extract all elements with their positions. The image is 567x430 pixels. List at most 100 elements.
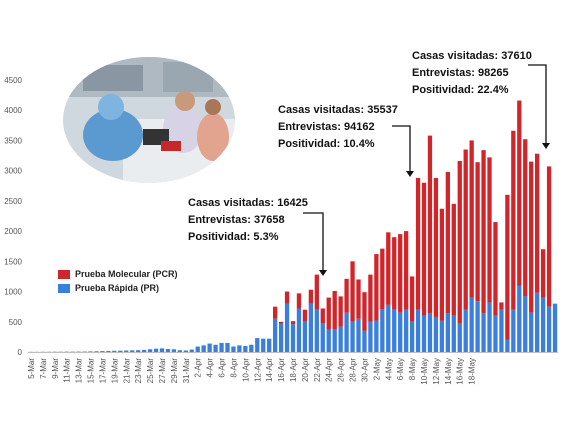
bar-pcr	[487, 157, 492, 303]
y-tick-label: 2500	[4, 197, 22, 206]
annotation-2: Casas visitadas: 35537 Entrevistas: 9416…	[278, 102, 398, 153]
bar-pcr	[451, 203, 456, 316]
bar-pcr	[546, 166, 552, 307]
bar-pcr	[332, 290, 337, 330]
bar-pr	[284, 303, 290, 352]
callout-line-1	[303, 212, 324, 272]
x-tick-label: 20-Apr	[301, 358, 310, 382]
bar-pr	[409, 321, 415, 352]
bar-pr	[552, 303, 558, 352]
bar-pr	[255, 338, 260, 352]
callout-arrow-3	[542, 143, 550, 149]
x-tick-label: 23-Mar	[134, 358, 143, 384]
bar-pr	[374, 320, 379, 352]
y-tick-label: 3500	[4, 136, 22, 145]
bar-pr	[124, 350, 129, 352]
annotation-2-casas: Casas visitadas: 35537	[278, 104, 398, 116]
y-tick-label: 2000	[4, 227, 22, 236]
bar-pr	[481, 313, 486, 352]
bar-pr	[296, 308, 302, 352]
bar-pr	[231, 346, 236, 352]
bar-pr	[94, 351, 99, 352]
bar-pr	[517, 285, 522, 352]
legend-swatch-pcr	[58, 269, 70, 279]
callout-line-3	[528, 64, 547, 145]
x-tick-label: 16-Apr	[277, 358, 286, 382]
legend-swatch-pr	[58, 283, 70, 293]
x-tick-label: 6-May	[396, 358, 405, 380]
x-tick-label: 26-Apr	[337, 358, 346, 382]
x-tick-label: 27-Mar	[158, 358, 167, 384]
bar-pr	[493, 315, 498, 352]
x-tick-label: 30-Apr	[361, 358, 370, 382]
bar-pcr	[338, 296, 343, 327]
annotation-3-positividad: Positividad: 22.4%	[412, 84, 509, 96]
x-tick-label: 5-Mar	[27, 358, 36, 379]
bar-pcr	[463, 149, 468, 310]
bar-pcr	[320, 308, 325, 323]
bar-pr	[249, 344, 254, 352]
y-axis: 0 500 1000 1500 2000 2500 3000 3500 4000 4500	[4, 76, 22, 357]
x-axis: 5-Mar 7-Mar 9-Mar 11-Mar 13-Mar 15-Mar 17-Mar 1…	[27, 352, 558, 385]
x-tick-label: 31-Mar	[182, 358, 191, 384]
x-tick-label: 12-Apr	[253, 358, 262, 382]
annotation-1: Casas visitadas: 16425 Entrevistas: 3765…	[188, 195, 308, 246]
bar-pr	[398, 312, 403, 352]
bar-pr	[308, 303, 314, 352]
bar-pr	[439, 320, 445, 352]
bar-pr	[88, 351, 93, 352]
x-tick-label: 17-Mar	[98, 358, 107, 384]
bar-pcr	[368, 274, 373, 322]
legend: Prueba Molecular (PCR) Prueba Rápida (PR…	[58, 267, 178, 295]
annotation-3-casas: Casas visitadas: 37610	[412, 50, 532, 62]
x-tick-label: 24-Apr	[325, 358, 334, 382]
bar-pcr	[511, 130, 516, 310]
bar-pr	[118, 350, 123, 352]
bar-pr	[159, 348, 165, 352]
bar-pr	[469, 297, 474, 352]
callout-arrow-1	[319, 270, 327, 276]
y-tick-label: 4000	[4, 106, 22, 115]
bar-pr	[237, 345, 242, 352]
x-tick-label: 28-Apr	[349, 358, 358, 382]
bar-pcr	[314, 274, 319, 310]
bar-pr	[529, 312, 534, 352]
bar-pcr	[475, 162, 480, 302]
x-tick-label: 18-Apr	[289, 358, 298, 382]
y-tick-label: 1000	[4, 288, 22, 297]
bar-pcr	[290, 321, 296, 325]
bar-pr	[130, 350, 135, 352]
bar-pr	[278, 323, 284, 352]
x-tick-label: 4-Apr	[206, 358, 215, 378]
y-tick-label: 500	[9, 318, 23, 327]
bar-pr	[213, 344, 218, 352]
x-tick-label: 13-Mar	[75, 358, 84, 384]
bar-pr	[183, 350, 188, 352]
x-tick-label: 8-May	[408, 358, 417, 380]
bar-pcr	[374, 254, 379, 321]
x-tick-label: 7-Mar	[39, 358, 48, 379]
x-tick-label: 4-May	[384, 358, 393, 380]
bar-pcr	[415, 177, 421, 310]
x-tick-label: 18-May	[468, 358, 477, 385]
bar-pcr	[356, 279, 361, 319]
x-tick-label: 19-Mar	[110, 358, 119, 384]
x-tick-label: 2-May	[372, 358, 381, 380]
legend-label-pr: Prueba Rápida (PR)	[75, 283, 160, 293]
callout-arrow-2	[406, 171, 414, 177]
bar-pcr	[302, 309, 308, 322]
bar-pcr	[404, 231, 409, 310]
bar-pr	[404, 309, 409, 352]
bar-pcr	[523, 139, 528, 297]
legend-item-pcr: Prueba Molecular (PCR)	[58, 267, 178, 281]
bar-pr	[392, 309, 397, 352]
bar-pr	[546, 306, 552, 352]
bar-pr	[523, 296, 528, 352]
bar-pcr	[529, 161, 534, 313]
bar-pcr	[350, 261, 355, 322]
bar-pr	[272, 318, 278, 352]
bar-pcr	[296, 293, 302, 309]
bar-pcr	[362, 292, 367, 331]
x-tick-label: 9-Mar	[51, 358, 60, 379]
